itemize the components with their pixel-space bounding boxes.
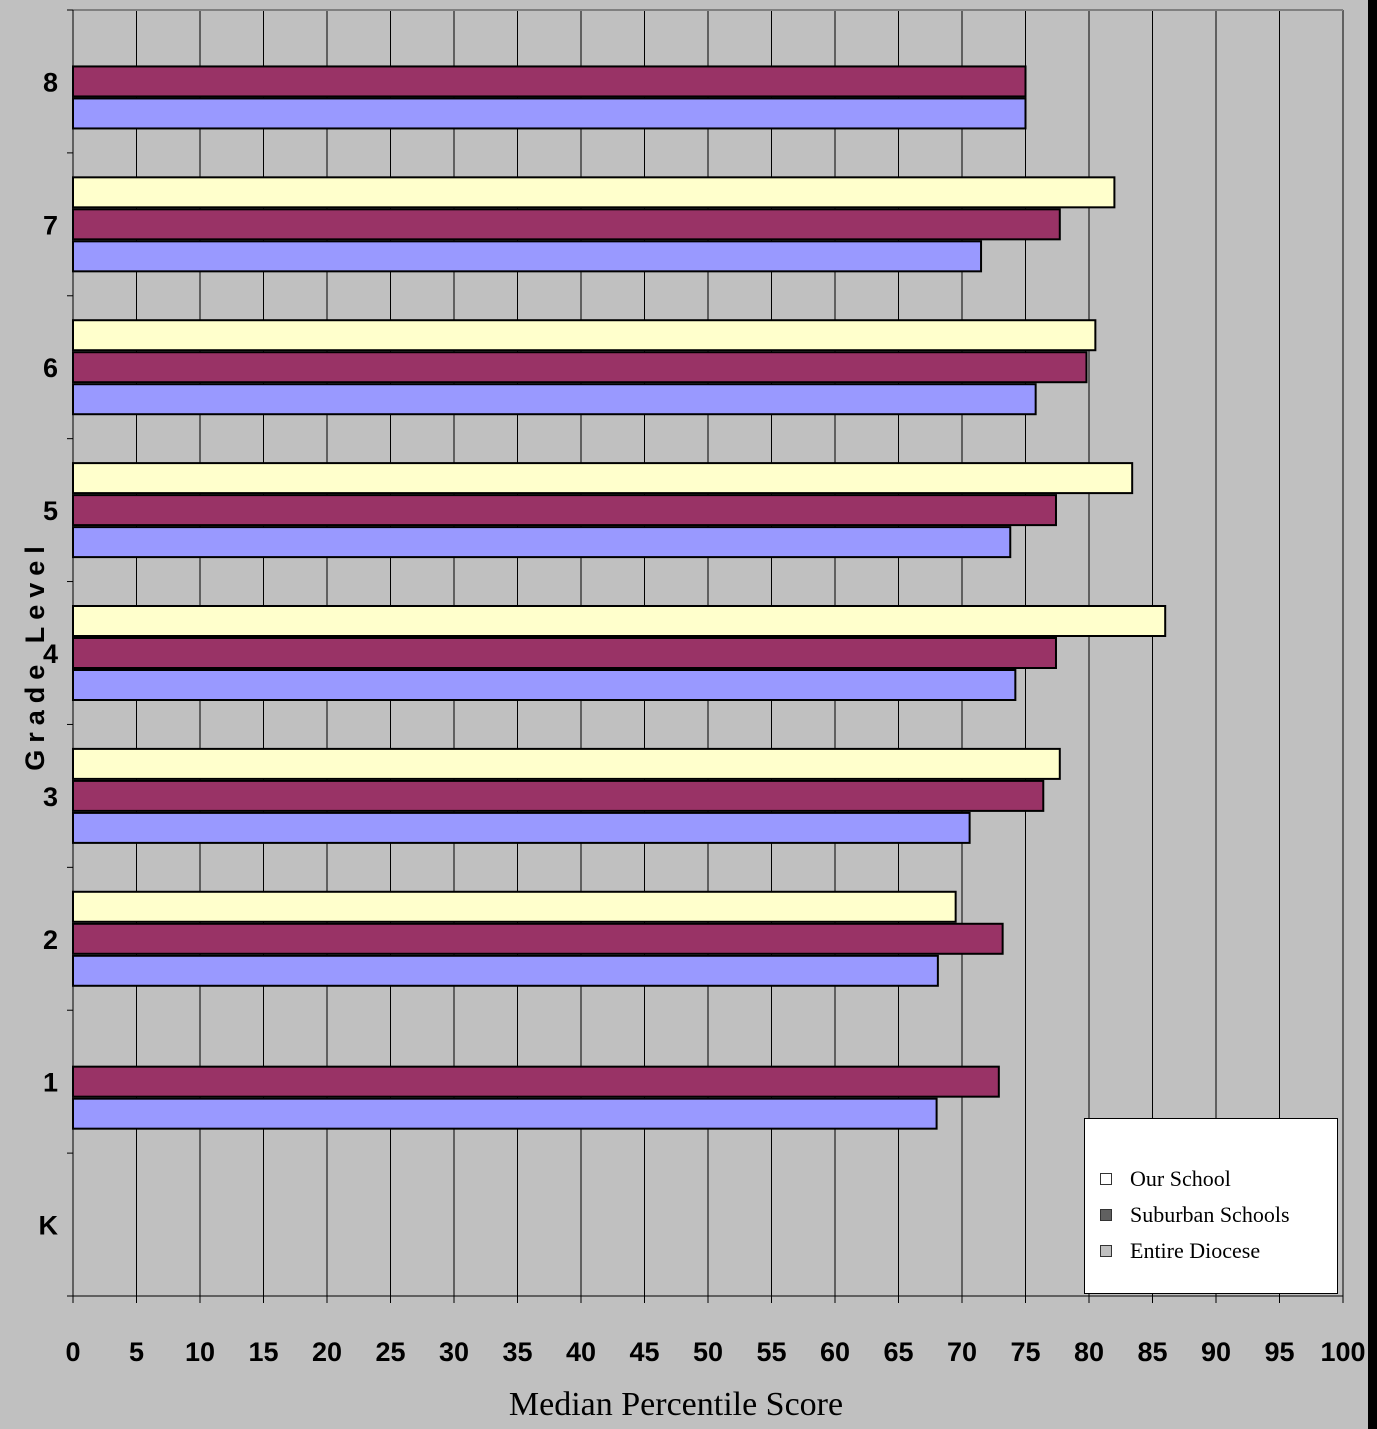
bar-our-school-grade-7 [72,176,1116,209]
x-tick-label: 10 [185,1337,215,1367]
bar-our-school-grade-5 [72,462,1134,495]
legend-swatch-entire-diocese [1100,1245,1112,1257]
x-tick-label: 45 [629,1337,659,1367]
legend-label: Our School [1130,1166,1231,1191]
x-tick-label: 70 [947,1337,977,1367]
x-axis-title: Median Percentile Score [509,1386,843,1423]
y-tick-label: 4 [43,639,58,669]
bar-entire-diocese-grade-6 [72,383,1037,416]
x-tick-label: 30 [439,1337,469,1367]
x-tick-label: 5 [129,1337,144,1367]
y-tick-label: 3 [43,782,58,812]
bar-entire-diocese-grade-1 [72,1097,938,1130]
bars [72,65,1167,1130]
y-tick-label: 8 [43,67,58,97]
legend-swatch-suburban-schools [1100,1209,1112,1221]
legend-label: Entire Diocese [1130,1238,1261,1263]
bar-suburban-schools-grade-5 [72,494,1057,527]
bar-entire-diocese-grade-7 [72,240,983,273]
bar-entire-diocese-grade-3 [72,811,971,844]
y-tick-label: 6 [43,353,58,383]
x-tick-label: 100 [1320,1337,1365,1367]
x-tick-label: 0 [65,1337,80,1367]
y-axis-title: Grade Level [20,539,50,771]
x-tick-label: 50 [693,1337,723,1367]
x-tick-label: 90 [1201,1337,1231,1367]
y-tick-label: 2 [43,925,58,955]
y-tick-label: 1 [43,1068,58,1098]
x-tick-label: 55 [756,1337,786,1367]
legend-item-entire-diocese: Entire Diocese [1100,1233,1337,1269]
bar-suburban-schools-grade-1 [72,1065,1000,1098]
bar-our-school-grade-3 [72,747,1061,780]
bar-suburban-schools-grade-4 [72,637,1057,669]
chart-frame-edge [1368,0,1377,1429]
x-tick-label: 20 [312,1337,342,1367]
legend-swatch-our-school [1100,1173,1112,1185]
x-tick-label: 65 [883,1337,913,1367]
bar-our-school-grade-4 [72,605,1167,637]
y-tick-label: K [39,1211,59,1241]
bar-suburban-schools-grade-2 [72,922,1004,955]
bar-entire-diocese-grade-5 [72,526,1012,559]
legend-item-suburban-schools: Suburban Schools [1100,1197,1337,1233]
bar-entire-diocese-grade-2 [72,954,939,987]
bar-our-school-grade-6 [72,319,1097,352]
x-tick-label: 35 [502,1337,532,1367]
legend: Our School Suburban Schools Entire Dioce… [1084,1118,1338,1294]
x-tick-label: 85 [1137,1337,1167,1367]
x-tick-label: 75 [1010,1337,1040,1367]
y-tick-label: 7 [43,210,58,240]
x-tick-label: 60 [820,1337,850,1367]
bar-suburban-schools-grade-7 [72,208,1061,241]
legend-item-our-school: Our School [1100,1161,1337,1197]
legend-label: Suburban Schools [1130,1202,1290,1227]
x-tick-label: 95 [1264,1337,1294,1367]
bar-our-school-grade-2 [72,890,957,923]
bar-entire-diocese-grade-4 [72,669,1017,701]
bar-suburban-schools-grade-6 [72,351,1088,384]
y-tick-label: 5 [43,496,58,526]
bar-suburban-schools-grade-3 [72,779,1045,812]
x-tick-label: 25 [375,1337,405,1367]
bar-entire-diocese-grade-8 [72,97,1027,130]
x-tick-label: 15 [248,1337,278,1367]
x-tick-label: 40 [566,1337,596,1367]
x-tick-label: 80 [1074,1337,1104,1367]
axes [67,9,1344,1303]
bar-suburban-schools-grade-8 [72,65,1027,98]
